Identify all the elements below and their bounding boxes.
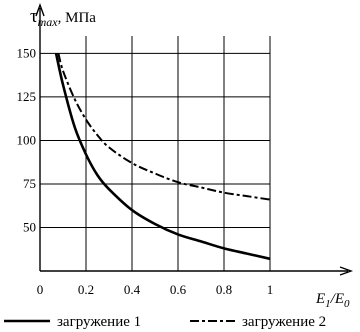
x-axis-arrow [339, 266, 354, 276]
legend-label-series-2: загружение 2 [242, 314, 326, 330]
y-axis-label-symbol: τ [30, 6, 38, 27]
x-tick-label-1: 0.2 [78, 282, 94, 297]
y-tick-label-4: 150 [17, 45, 37, 60]
series-line-2 [57, 53, 271, 201]
x-axis-label: E1/E0 [315, 291, 350, 310]
x-axis-label-sub0: 0 [344, 298, 350, 310]
x-tick-label-2: 0.4 [124, 282, 141, 297]
grid [40, 36, 271, 271]
x-axis-label-sub1: 1 [325, 298, 331, 310]
y-tick-label-2: 100 [17, 132, 37, 147]
legend: загружение 1 загружение 2 [4, 314, 326, 330]
series-lines [54, 53, 271, 261]
y-tick-label-1: 75 [23, 176, 36, 191]
x-axis-label-slash: / [330, 291, 337, 307]
series-line-1 [54, 53, 271, 261]
x-axis-label-e0: E [334, 291, 344, 307]
y-axis-arrow [35, 2, 45, 17]
x-axis-label-e1: E [315, 291, 325, 307]
x-tick-label-0: 0 [37, 282, 44, 297]
y-axis-label-unit: , МПа [58, 10, 97, 26]
x-tick-label-4: 0.8 [216, 282, 232, 297]
x-tick-label-5: 1 [267, 282, 274, 297]
y-axis-label: τmax, МПа [30, 6, 96, 29]
y-tick-label-3: 125 [17, 89, 37, 104]
y-tick-label-0: 50 [23, 219, 36, 234]
legend-label-series-1: загружение 1 [57, 314, 141, 330]
x-tick-label-3: 0.6 [170, 282, 187, 297]
axes [35, 2, 354, 276]
y-axis-label-subscript: max [38, 15, 59, 29]
